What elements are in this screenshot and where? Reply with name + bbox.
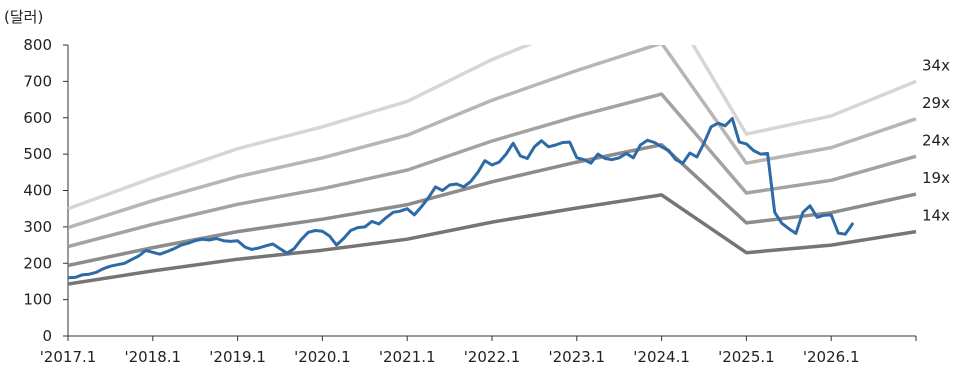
band-label-19x: 19x	[922, 169, 950, 187]
x-tick-label: '2025.1	[718, 348, 775, 366]
y-axis-unit-label: (달러)	[4, 8, 43, 26]
x-tick-label: '2021.1	[379, 348, 436, 366]
y-axis: 0 100 200 300 400 500 600 700 800	[23, 36, 69, 345]
x-tick-label: '2026.1	[803, 348, 860, 366]
band-line-24x	[68, 92, 917, 249]
price-series	[68, 117, 854, 280]
band-labels: 34x 29x 24x 19x 14x	[922, 56, 950, 224]
band-line-29x	[68, 45, 917, 230]
y-tick-label: 600	[23, 109, 52, 127]
x-tick-label: '2022.1	[464, 348, 521, 366]
band-label-29x: 29x	[922, 94, 950, 112]
y-tick-label: 0	[42, 327, 52, 345]
y-tick-label: 400	[23, 182, 52, 200]
x-tick-label: '2017.1	[40, 348, 97, 366]
band-line-14x	[68, 193, 917, 286]
price-line	[68, 117, 854, 280]
band-line-19x	[68, 142, 917, 268]
x-tick-label: '2023.1	[548, 348, 605, 366]
x-axis: '2017.1 '2018.1 '2019.1 '2020.1 '2021.1 '2022…	[40, 335, 917, 366]
y-tick-label: 800	[23, 36, 52, 54]
band-label-24x: 24x	[922, 131, 950, 149]
y-tick-label: 500	[23, 145, 52, 163]
valuation-bands	[68, 45, 917, 286]
y-tick-label: 100	[23, 291, 52, 309]
y-tick-label: 300	[23, 218, 52, 236]
band-label-34x: 34x	[922, 56, 950, 74]
x-tick-label: '2024.1	[633, 348, 690, 366]
x-tick-label: '2019.1	[209, 348, 266, 366]
x-tick-label: '2018.1	[124, 348, 181, 366]
band-label-14x: 14x	[922, 207, 950, 225]
y-tick-label: 200	[23, 254, 52, 272]
band-line-34x	[68, 45, 917, 211]
y-tick-label: 700	[23, 72, 52, 90]
x-tick-label: '2020.1	[294, 348, 351, 366]
